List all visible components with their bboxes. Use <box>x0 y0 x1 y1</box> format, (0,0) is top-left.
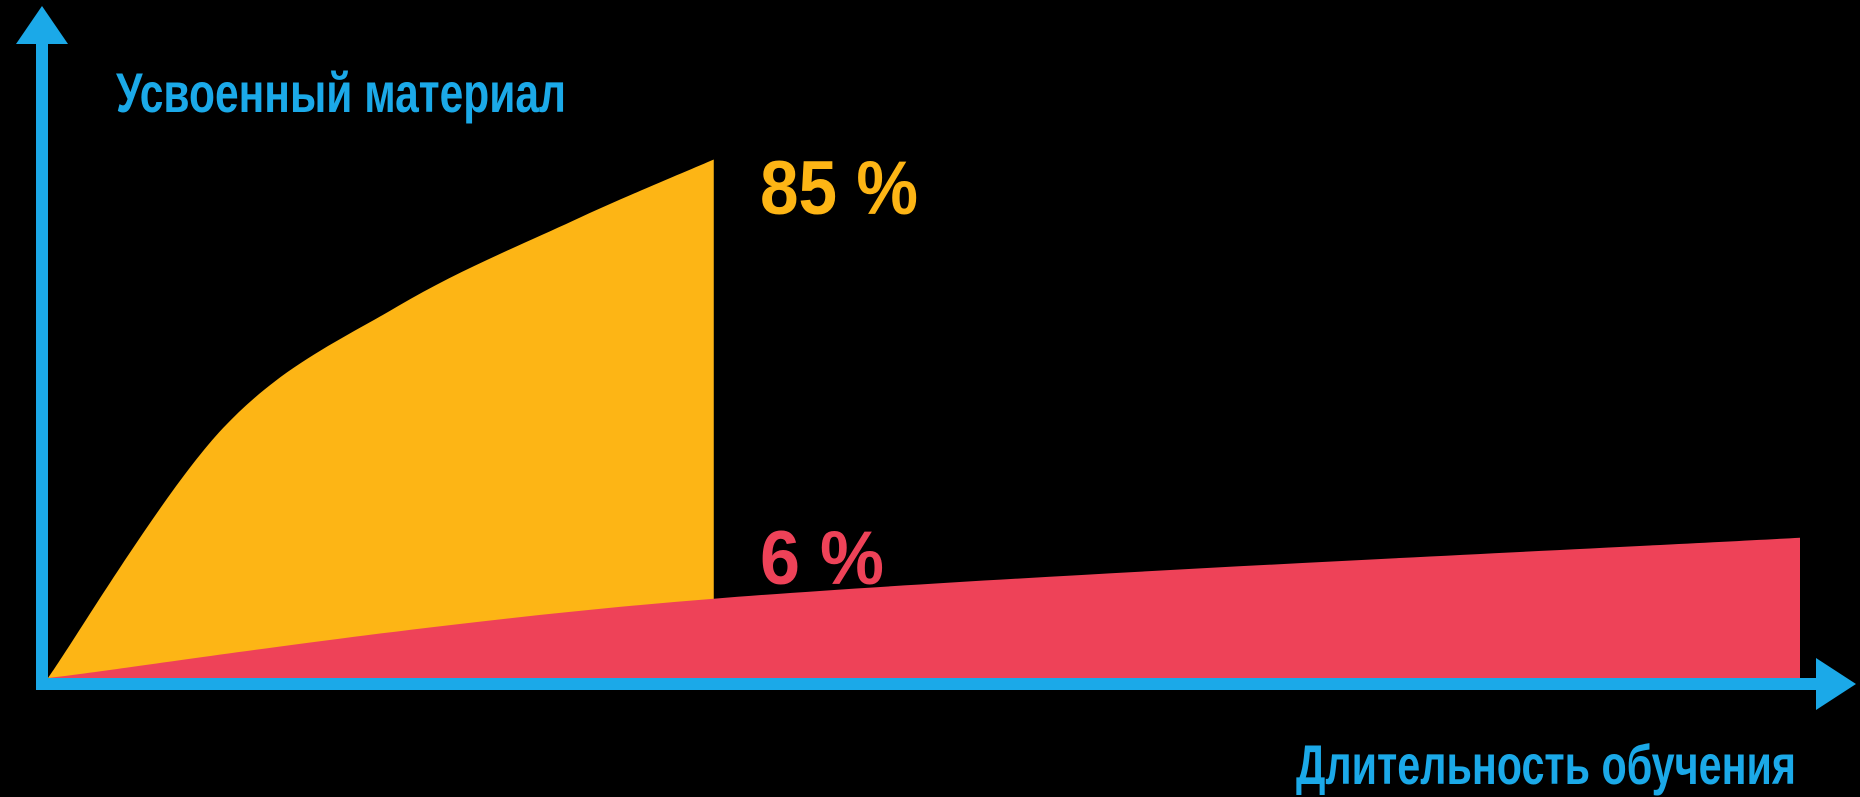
area-series-1 <box>48 159 714 678</box>
x-axis-arrow-icon <box>1816 658 1856 710</box>
annotation-6: 6 % <box>760 516 884 601</box>
series-layer <box>48 159 1800 678</box>
y-axis-arrow-icon <box>16 6 68 44</box>
y-axis-label: Усвоенный материал <box>116 61 566 124</box>
x-axis-label: Длительность обучения <box>1296 733 1796 796</box>
area-series-2 <box>48 537 1800 678</box>
annotation-85: 85 % <box>760 146 918 231</box>
